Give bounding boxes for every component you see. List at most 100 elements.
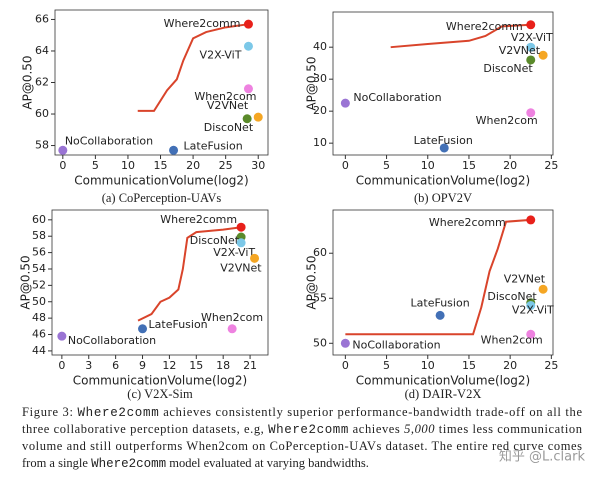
x-tick-label: 9 — [139, 359, 146, 372]
point-label: LateFusion — [149, 318, 208, 331]
y-tick-label: 60 — [35, 107, 49, 120]
y-tick-label: 48 — [32, 311, 46, 324]
point-label: Where2comm — [429, 216, 506, 229]
curve — [137, 23, 249, 112]
point — [340, 98, 350, 108]
point-label: LateFusion — [411, 296, 470, 309]
x-tick-label: 0 — [58, 359, 65, 372]
point-label: V2VNet — [499, 44, 541, 57]
y-axis-label: AP@0.50 — [305, 56, 319, 110]
point-label: LateFusion — [414, 134, 473, 147]
caption-text: Figure 3: — [22, 405, 77, 419]
x-tick-label: 20 — [503, 359, 517, 372]
point-label: Where2comm — [164, 17, 241, 30]
point — [243, 84, 253, 94]
x-tick-label: 3 — [85, 359, 92, 372]
x-tick-label: 5 — [92, 159, 99, 172]
x-tick-label: 25 — [544, 359, 558, 372]
x-tick-label: 30 — [251, 159, 265, 172]
point — [236, 222, 246, 232]
y-tick-label: 20 — [313, 104, 327, 117]
x-tick-label: 10 — [121, 159, 135, 172]
x-tick-label: 0 — [342, 159, 349, 172]
point — [58, 145, 68, 155]
x-tick-label: 21 — [243, 359, 257, 372]
y-tick-label: 66 — [35, 12, 49, 25]
point-label: V2X-ViT — [213, 246, 255, 259]
point-label: When2com — [481, 333, 543, 346]
caption-text: 5,000 — [404, 422, 435, 436]
y-tick-label: 50 — [32, 295, 46, 308]
point-label: Where2comm — [446, 20, 523, 33]
y-tick-label: 58 — [35, 139, 49, 152]
caption-line: volume and still outperforms When2com on… — [22, 439, 582, 453]
caption-text: achieves consistently superior performan… — [159, 405, 582, 419]
x-tick-label: 10 — [421, 159, 435, 172]
point — [340, 338, 350, 348]
curve — [137, 226, 242, 322]
x-tick-label: 15 — [462, 359, 476, 372]
x-axis-label: CommunicationVolume(log2) — [73, 374, 248, 388]
point-label: V2X-ViT — [200, 48, 242, 61]
point — [526, 215, 536, 225]
point-label: V2X-ViT — [511, 31, 553, 44]
point-label: NoCollaboration — [352, 338, 440, 351]
point-label: When2com — [201, 311, 263, 324]
x-tick-label: 18 — [216, 359, 230, 372]
point — [526, 108, 536, 118]
x-tick-label: 5 — [383, 159, 390, 172]
point — [435, 310, 445, 320]
x-axis-label: CommunicationVolume(log2) — [356, 174, 531, 188]
point — [538, 50, 548, 60]
caption-text: achieves — [349, 422, 404, 436]
point — [236, 238, 246, 248]
point — [526, 20, 536, 30]
caption-text: model evaluated at varying bandwidths. — [166, 456, 369, 470]
axes-frame — [332, 11, 554, 156]
point-label: LateFusion — [184, 139, 243, 152]
x-tick-label: 25 — [544, 159, 558, 172]
caption-text: three collaborative perception datasets,… — [22, 422, 268, 436]
x-tick-label: 6 — [112, 359, 119, 372]
x-tick-label: 0 — [59, 159, 66, 172]
y-tick-label: 54 — [32, 262, 46, 275]
caption-line: Figure 3: Where2comm achieves consistent… — [22, 405, 582, 420]
x-axis-label: CommunicationVolume(log2) — [356, 374, 531, 388]
y-axis-label: AP@0.50 — [19, 255, 33, 309]
point-label: Where2comm — [160, 213, 237, 226]
y-tick-label: 64 — [35, 44, 49, 57]
point-label: V2VNet — [220, 261, 262, 274]
x-tick-label: 5 — [383, 359, 390, 372]
y-tick-label: 30 — [313, 72, 327, 85]
x-tick-label: 15 — [462, 159, 476, 172]
point — [250, 253, 260, 263]
point-label: V2VNet — [504, 272, 546, 285]
y-tick-label: 52 — [32, 278, 46, 291]
point — [526, 42, 536, 52]
y-tick-label: 62 — [35, 76, 49, 89]
y-tick-label: 44 — [32, 344, 46, 357]
point-label: V2VNet — [207, 99, 249, 112]
x-axis-label: CommunicationVolume(log2) — [74, 174, 249, 188]
caption-line: from a single Where2comm model evaluated… — [22, 456, 369, 471]
x-tick-label: 20 — [503, 159, 517, 172]
point-label: NoCollaboration — [65, 134, 153, 147]
y-tick-label: 55 — [313, 291, 327, 304]
point-label: DiscoNet — [204, 121, 254, 134]
point-label: DiscoNet — [190, 234, 240, 247]
x-tick-label: 15 — [154, 159, 168, 172]
point — [57, 331, 67, 341]
caption-text: Where2comm — [77, 406, 158, 420]
subtitle: (a) CoPerception-UAVs — [102, 191, 222, 205]
y-tick-label: 56 — [32, 246, 46, 259]
point — [243, 41, 253, 51]
x-tick-label: 25 — [219, 159, 233, 172]
point — [169, 145, 179, 155]
subtitle: (b) OPV2V — [414, 191, 472, 205]
x-tick-label: 12 — [162, 359, 176, 372]
caption-text: volume and still outperforms When2com on… — [22, 439, 582, 453]
point — [439, 143, 449, 153]
y-axis-label: AP@0.50 — [305, 255, 319, 309]
point-label: When2com — [476, 114, 538, 127]
watermark: 知乎 @L.clark — [499, 449, 586, 465]
